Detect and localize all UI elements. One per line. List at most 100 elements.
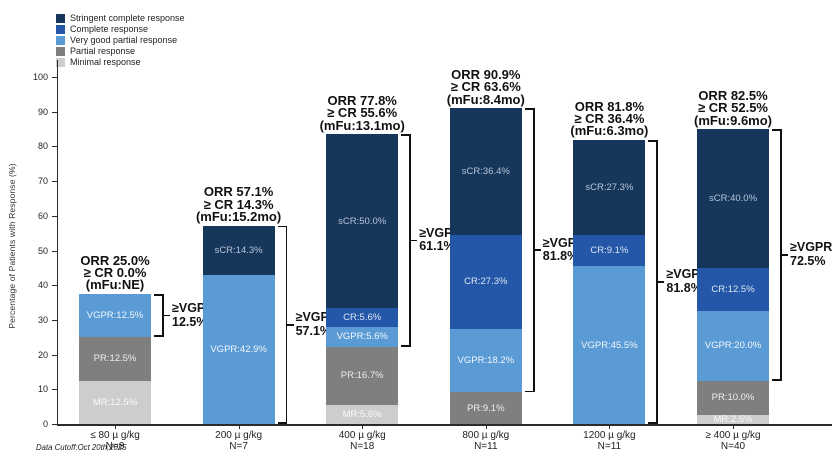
bracket-top-arm xyxy=(277,225,288,228)
bar-4-segment-sCR: sCR:36.4% xyxy=(449,108,522,235)
y-tick-mark-0 xyxy=(52,424,57,425)
bracket-bottom-arm xyxy=(277,422,288,424)
x-axis-line xyxy=(57,424,832,426)
legend-item-PR: Partial response xyxy=(56,46,185,56)
legend-label-sCR: Stringent complete response xyxy=(70,13,185,23)
segment-label-VGPR: VGPR:18.2% xyxy=(457,355,515,367)
bar-2-annotation: ORR 57.1% ≥ CR 14.3% (mFu:15.2mo) xyxy=(195,185,282,225)
segment-label-sCR: sCR:50.0% xyxy=(338,215,387,227)
legend-item-VGPR: Very good partial response xyxy=(56,35,185,45)
bracket-label-line: 57.1% xyxy=(295,323,332,338)
bracket-middle-tick xyxy=(162,314,170,317)
annotation-line: (mFu:8.4mo) xyxy=(446,91,525,107)
segment-label-MR: MR:5.6% xyxy=(342,408,382,420)
x-tick-mark-3 xyxy=(362,425,364,429)
x-tick-label-3: 400 µ g/kg N=18 xyxy=(339,430,386,452)
annotation-line: (mFu:6.3mo) xyxy=(570,123,649,139)
bracket-middle-tick xyxy=(409,239,418,242)
bar-6-segment-CR: CR:12.5% xyxy=(697,267,769,312)
bar-5-segment-CR: CR:9.1% xyxy=(573,234,646,267)
annotation-line: (mFu:NE) xyxy=(85,277,145,293)
bar-3-segment-CR: CR:5.6% xyxy=(326,307,399,328)
bracket-bottom-arm xyxy=(772,378,782,381)
segment-label-VGPR: VGPR:42.9% xyxy=(210,344,267,356)
annotation-line: ≥ CR 36.4% xyxy=(574,111,645,126)
dose-text: ≤ 80 µ g/kg xyxy=(90,430,140,441)
bracket-top-arm xyxy=(401,134,411,137)
y-tick-label-60: 60 xyxy=(37,210,48,221)
bar-6-segment-PR: PR:10.0% xyxy=(697,380,769,416)
bracket-top-arm xyxy=(154,293,164,296)
bar-6-segment-VGPR: VGPR:20.0% xyxy=(697,311,769,381)
bracket-top-arm xyxy=(524,108,535,111)
legend: Stringent complete response Complete resp… xyxy=(56,13,185,67)
y-tick-mark-40 xyxy=(52,285,57,287)
x-tick-label-2: 200 µ g/kg N=7 xyxy=(215,430,262,452)
bracket-top-arm xyxy=(648,139,659,142)
x-tick-mark-5 xyxy=(609,425,611,429)
bracket-middle-tick xyxy=(780,253,788,256)
segment-label-VGPR: VGPR:5.6% xyxy=(336,331,388,343)
bracket-label-line: 81.8% xyxy=(666,280,702,295)
segment-label-VGPR: VGPR:12.5% xyxy=(86,310,144,322)
bar-4-annotation: ORR 90.9% ≥ CR 63.6% (mFu:8.4mo) xyxy=(446,67,525,107)
bar-4-segment-PR: PR:9.1% xyxy=(449,392,522,424)
bar-2-segment-VGPR: VGPR:42.9% xyxy=(202,275,275,424)
segment-label-sCR: sCR:14.3% xyxy=(214,244,263,256)
bar-1-segment-PR: PR:12.5% xyxy=(79,337,151,381)
bracket-middle-tick xyxy=(532,249,541,252)
x-tick-label-5: 1200 µ g/kg N=11 xyxy=(583,430,635,452)
segment-label-VGPR: VGPR:20.0% xyxy=(704,340,762,352)
y-tick-mark-80 xyxy=(52,146,57,148)
bracket-label-line: ≥VGPR xyxy=(790,240,832,255)
bar-6-segment-MR: MR:2.5% xyxy=(697,415,769,424)
bracket-top-arm xyxy=(772,129,782,131)
bar-5-segment-VGPR: VGPR:45.5% xyxy=(573,266,646,424)
annotation-line: ≥ CR 63.6% xyxy=(450,79,521,95)
annotation-line: (mFu:15.2mo) xyxy=(195,209,282,225)
x-tick-label-1: ≤ 80 µ g/kg N=8 xyxy=(90,430,140,452)
segment-label-sCR: sCR:36.4% xyxy=(461,165,510,177)
legend-swatch-sCR xyxy=(56,13,65,23)
y-tick-label-40: 40 xyxy=(37,280,48,291)
segment-label-MR: MR:12.5% xyxy=(92,396,138,408)
segment-label-VGPR: VGPR:45.5% xyxy=(581,339,638,351)
segment-label-PR: PR:12.5% xyxy=(93,353,137,365)
bracket-middle-tick xyxy=(285,323,294,326)
bracket-bottom-arm xyxy=(524,390,535,393)
annotation-line: ORR 90.9% xyxy=(451,67,521,83)
x-tick-mark-6 xyxy=(733,425,734,429)
legend-item-sCR: Stringent complete response xyxy=(56,13,185,23)
legend-swatch-MR xyxy=(56,57,65,67)
dose-text: 200 µ g/kg xyxy=(215,430,263,441)
bar-6-segment-sCR: sCR:40.0% xyxy=(697,129,769,268)
legend-item-CR: Complete response xyxy=(56,24,185,34)
dose-text: 800 µ g/kg xyxy=(462,430,510,441)
y-tick-label-10: 10 xyxy=(37,384,48,395)
segment-label-sCR: sCR:40.0% xyxy=(708,192,758,204)
y-tick-mark-60 xyxy=(52,215,57,217)
x-tick-label-4: 800 µ g/kg N=11 xyxy=(462,430,509,452)
bar-1-segment-VGPR: VGPR:12.5% xyxy=(79,293,151,338)
legend-swatch-PR xyxy=(56,46,65,56)
y-tick-label-0: 0 xyxy=(42,419,48,429)
bar-3-segment-sCR: sCR:50.0% xyxy=(326,134,399,308)
bracket-label-line: 12.5% xyxy=(172,314,208,329)
y-axis-line xyxy=(57,60,58,424)
annotation-line: ≥ CR 0.0% xyxy=(83,265,147,281)
y-tick-mark-100 xyxy=(52,77,57,78)
segment-label-PR: PR:9.1% xyxy=(467,402,505,414)
bracket-bottom-arm xyxy=(401,344,411,347)
annotation-line: (mFu:9.6mo) xyxy=(694,112,772,128)
segment-label-CR: CR:27.3% xyxy=(464,276,508,288)
segment-label-CR: CR:12.5% xyxy=(711,284,755,296)
x-tick-label-6: ≥ 400 µ g/kg N=40 xyxy=(705,430,760,452)
bracket-label-line: 72.5% xyxy=(790,253,826,268)
y-tick-label-50: 50 xyxy=(37,245,48,256)
y-tick-mark-70 xyxy=(52,181,57,183)
y-tick-label-80: 80 xyxy=(37,141,48,152)
dose-text: ≥ 400 µ g/kg xyxy=(705,430,761,441)
bar-4-segment-CR: CR:27.3% xyxy=(449,234,522,330)
bar-1-segment-MR: MR:12.5% xyxy=(79,380,151,424)
y-tick-mark-10 xyxy=(52,389,57,391)
